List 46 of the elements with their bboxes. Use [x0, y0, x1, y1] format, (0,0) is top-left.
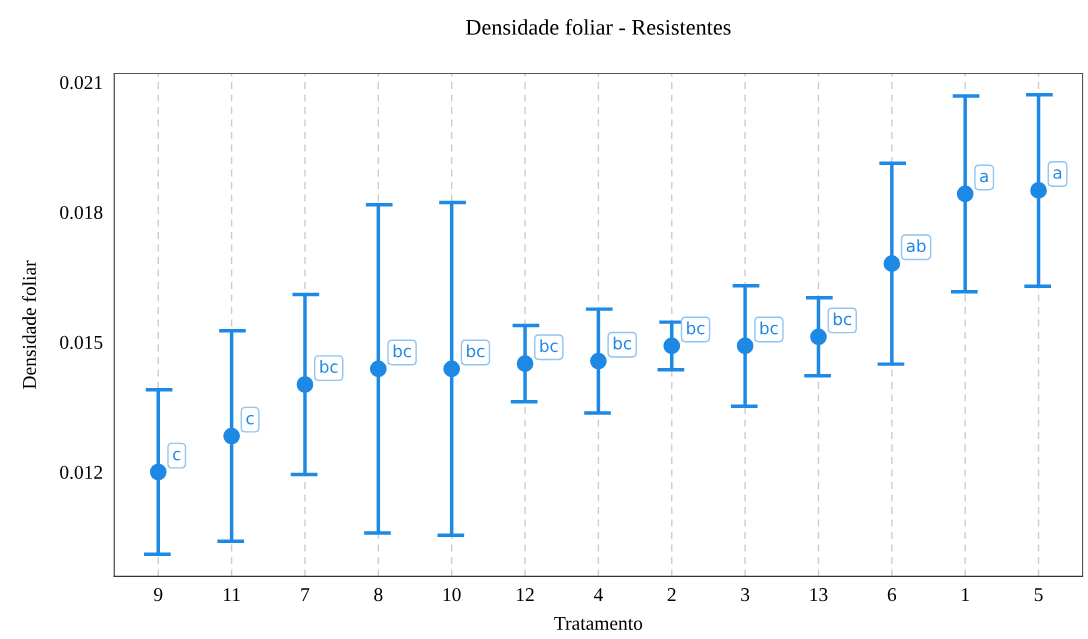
y-tick-label: 0.021	[60, 75, 102, 90]
point	[296, 376, 314, 393]
y-tick-label: 0.015	[60, 335, 103, 350]
annotation: a	[1053, 169, 1062, 179]
annotation: c	[246, 414, 254, 425]
x-tick-label: 1	[962, 588, 969, 601]
annotation: bc	[467, 344, 485, 358]
point	[443, 360, 461, 378]
x-axis-title: Tratamento	[554, 616, 643, 630]
annotation: bc	[760, 321, 778, 335]
annotation: bc	[320, 360, 338, 373]
point	[663, 337, 681, 355]
y-axis-title: Densidade foliar	[22, 260, 36, 389]
x-tick-label: 9	[154, 588, 163, 602]
point	[810, 328, 827, 346]
x-tick-label: 13	[810, 588, 828, 602]
chart-title: Densidade foliar - Resistentes	[466, 18, 731, 35]
x-tick-label: 3	[741, 588, 750, 602]
y-tick-label: 0.012	[60, 465, 103, 480]
y-tick-label: 0.018	[60, 205, 103, 220]
x-tick-label: 4	[593, 588, 603, 601]
annotation: bc	[540, 339, 558, 353]
point	[223, 427, 240, 445]
x-tick-label: 5	[1034, 588, 1043, 602]
x-tick-label: 6	[887, 588, 897, 602]
x-tick-label: 8	[374, 588, 383, 602]
x-tick-label: 11	[223, 588, 240, 601]
annotation: ab	[906, 239, 926, 253]
x-tick-label: 7	[301, 588, 310, 601]
point	[736, 337, 754, 355]
point	[590, 352, 607, 370]
x-tick-label: 2	[667, 588, 676, 601]
point	[369, 360, 387, 378]
annotation: bc	[687, 321, 705, 335]
annotation: a	[980, 172, 988, 183]
x-tick-label: 12	[517, 588, 534, 601]
x-tick-label: 10	[443, 588, 461, 602]
point	[149, 463, 167, 481]
annotation: bc	[393, 344, 411, 358]
annotation: bc	[833, 312, 852, 326]
annotation: bc	[613, 336, 631, 350]
point	[516, 355, 534, 373]
annotation: c	[173, 450, 181, 461]
point	[883, 255, 901, 272]
point	[1030, 182, 1047, 199]
point	[956, 185, 974, 203]
